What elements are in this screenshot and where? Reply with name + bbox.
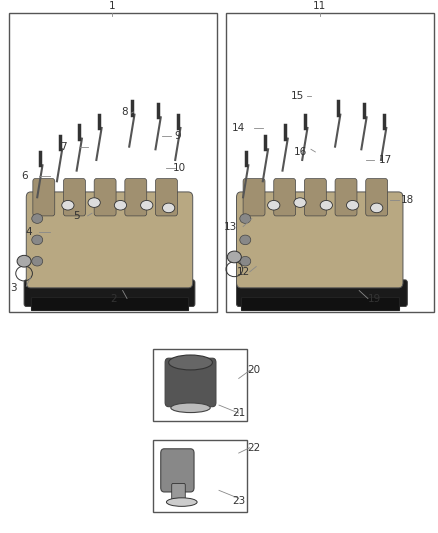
Ellipse shape — [346, 200, 359, 210]
FancyBboxPatch shape — [9, 13, 217, 312]
Text: 1: 1 — [108, 2, 115, 12]
FancyBboxPatch shape — [94, 179, 116, 216]
Text: 8: 8 — [121, 107, 128, 117]
FancyBboxPatch shape — [237, 192, 403, 288]
FancyBboxPatch shape — [26, 192, 193, 288]
Text: 9: 9 — [174, 131, 181, 141]
Ellipse shape — [32, 214, 43, 223]
Ellipse shape — [268, 200, 280, 210]
FancyBboxPatch shape — [33, 179, 55, 216]
Text: 16: 16 — [293, 147, 307, 157]
Text: 5: 5 — [73, 211, 80, 221]
FancyBboxPatch shape — [165, 358, 216, 407]
Ellipse shape — [32, 235, 43, 245]
FancyBboxPatch shape — [155, 179, 177, 216]
FancyBboxPatch shape — [243, 179, 265, 216]
FancyBboxPatch shape — [153, 440, 247, 512]
FancyBboxPatch shape — [64, 179, 85, 216]
FancyBboxPatch shape — [161, 449, 194, 492]
Ellipse shape — [320, 200, 332, 210]
Text: 11: 11 — [313, 2, 326, 12]
Text: 14: 14 — [232, 123, 245, 133]
Text: 4: 4 — [25, 227, 32, 237]
Text: 23: 23 — [232, 496, 245, 506]
Ellipse shape — [141, 200, 153, 210]
FancyBboxPatch shape — [226, 13, 434, 312]
Ellipse shape — [240, 235, 251, 245]
FancyBboxPatch shape — [241, 297, 399, 310]
Text: 13: 13 — [223, 222, 237, 231]
Text: 17: 17 — [379, 155, 392, 165]
Text: 2: 2 — [110, 294, 117, 303]
Text: 18: 18 — [401, 195, 414, 205]
Ellipse shape — [240, 214, 251, 223]
Text: 20: 20 — [247, 366, 261, 375]
Ellipse shape — [88, 198, 100, 207]
Text: 21: 21 — [232, 408, 245, 418]
Ellipse shape — [294, 198, 306, 207]
Ellipse shape — [371, 203, 383, 213]
Text: 12: 12 — [237, 267, 250, 277]
FancyBboxPatch shape — [304, 179, 326, 216]
Ellipse shape — [17, 255, 31, 267]
Ellipse shape — [227, 251, 241, 263]
Text: 7: 7 — [60, 142, 67, 151]
FancyBboxPatch shape — [335, 179, 357, 216]
Ellipse shape — [32, 256, 43, 266]
FancyBboxPatch shape — [172, 483, 185, 500]
Ellipse shape — [162, 203, 175, 213]
FancyBboxPatch shape — [274, 179, 296, 216]
Text: 19: 19 — [368, 294, 381, 303]
Ellipse shape — [114, 200, 127, 210]
FancyBboxPatch shape — [366, 179, 388, 216]
Text: 10: 10 — [173, 163, 186, 173]
FancyBboxPatch shape — [237, 280, 407, 306]
Ellipse shape — [169, 355, 212, 370]
Ellipse shape — [171, 403, 210, 413]
Ellipse shape — [240, 256, 251, 266]
Text: 6: 6 — [21, 171, 28, 181]
Text: 3: 3 — [10, 283, 17, 293]
FancyBboxPatch shape — [125, 179, 147, 216]
FancyBboxPatch shape — [31, 297, 188, 310]
Ellipse shape — [166, 498, 197, 506]
Text: 22: 22 — [247, 443, 261, 453]
FancyBboxPatch shape — [153, 349, 247, 421]
Text: 15: 15 — [291, 91, 304, 101]
Ellipse shape — [62, 200, 74, 210]
FancyBboxPatch shape — [24, 280, 195, 306]
